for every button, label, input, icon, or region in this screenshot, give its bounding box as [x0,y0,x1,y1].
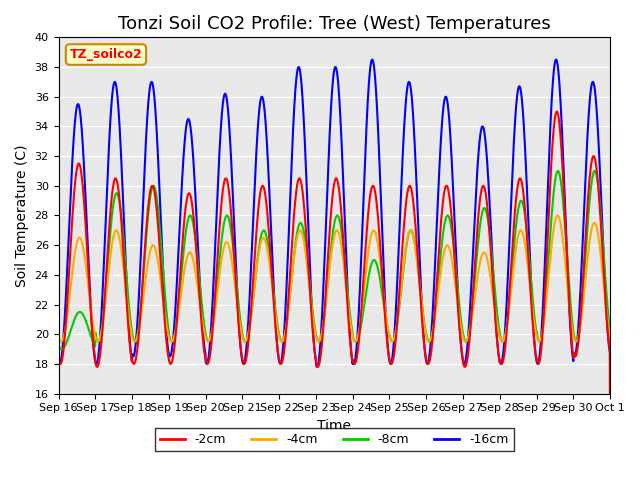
-2cm [266,245,274,251]
-4cm [290,256,298,262]
-8cm [290,253,298,259]
-4cm [266,265,274,271]
-8cm [266,257,274,263]
-4cm [596,241,604,247]
-8cm [54,344,62,349]
-2cm [553,108,561,114]
Y-axis label: Soil Temperature (C): Soil Temperature (C) [15,144,29,287]
-16cm [536,350,544,356]
-2cm [54,356,62,362]
-16cm [596,158,604,164]
-4cm [54,334,62,339]
Legend: -2cm, -4cm, -8cm, -16cm: -2cm, -4cm, -8cm, -16cm [155,429,514,452]
-16cm [552,57,560,62]
-16cm [118,160,125,166]
Line: -2cm: -2cm [58,111,610,480]
-2cm [150,187,158,193]
-8cm [150,183,158,189]
-8cm [536,338,544,344]
-8cm [118,214,125,220]
-16cm [266,204,274,210]
X-axis label: Time: Time [317,419,351,433]
-2cm [596,200,604,205]
Line: -4cm: -4cm [58,216,610,480]
-4cm [536,338,544,344]
Line: -16cm: -16cm [58,60,610,480]
-4cm [150,243,158,249]
-2cm [118,219,125,225]
-4cm [118,248,125,253]
-2cm [290,213,298,218]
-16cm [54,359,62,364]
-2cm [536,357,544,363]
-16cm [150,92,158,98]
-4cm [554,213,561,218]
Line: -8cm: -8cm [58,171,610,480]
-8cm [596,195,604,201]
Title: Tonzi Soil CO2 Profile: Tree (West) Temperatures: Tonzi Soil CO2 Profile: Tree (West) Temp… [118,15,550,33]
-16cm [290,109,298,115]
-8cm [591,168,598,174]
Text: TZ_soilco2: TZ_soilco2 [70,48,142,61]
